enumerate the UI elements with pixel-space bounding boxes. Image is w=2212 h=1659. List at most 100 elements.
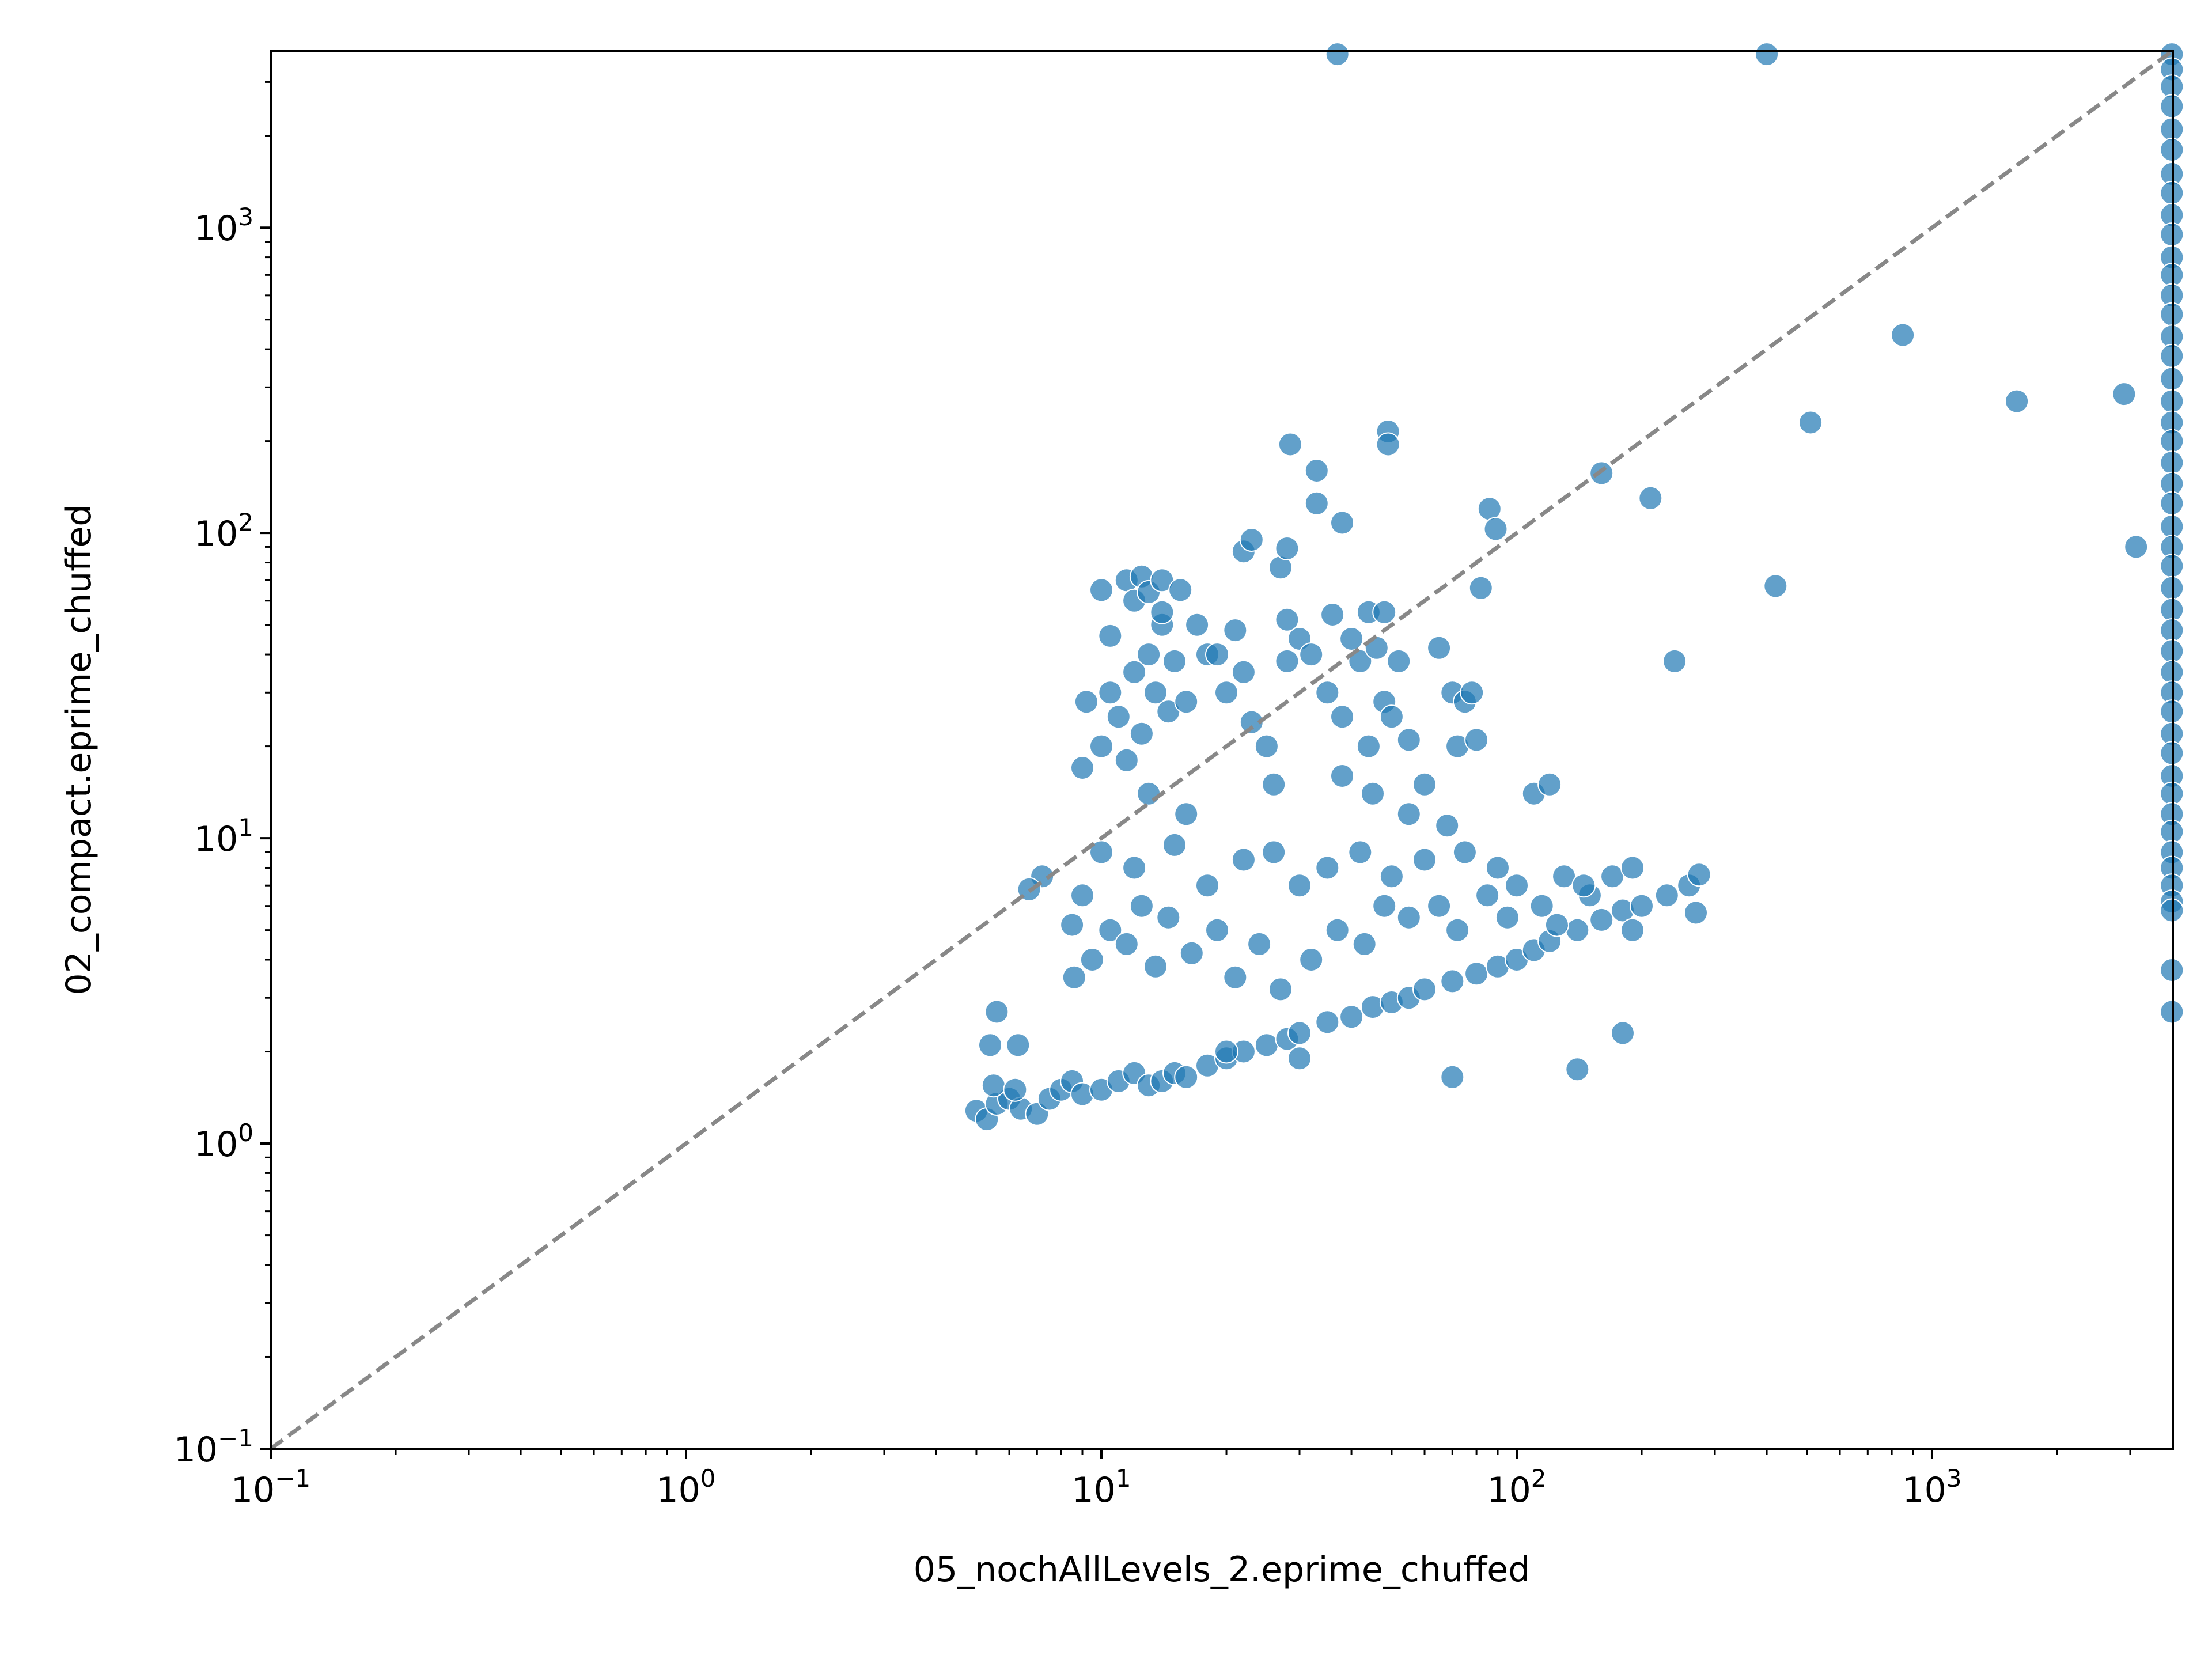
data-point — [1654, 883, 1679, 908]
data-point — [1537, 772, 1562, 797]
data-point — [981, 1073, 1006, 1098]
data-point — [1223, 965, 1248, 990]
data-point — [1278, 432, 1302, 457]
x-axis-ticks: 10−1 100 101 102 103 — [231, 1449, 2131, 1510]
data-point — [1185, 612, 1210, 637]
data-point — [1315, 1010, 1340, 1035]
y-tick-label: 103 — [194, 203, 253, 249]
data-point — [1798, 410, 1823, 435]
data-point — [1275, 607, 1300, 632]
data-point — [1205, 918, 1229, 942]
data-point — [1098, 623, 1123, 648]
data-point — [1162, 649, 1187, 673]
data-point — [1247, 931, 1272, 956]
data-point — [1275, 649, 1300, 673]
data-point — [1179, 941, 1204, 965]
data-point — [1330, 704, 1354, 729]
data-point — [1060, 912, 1085, 937]
data-point — [1372, 893, 1397, 918]
y-tick-label: 101 — [194, 813, 253, 859]
data-point — [1080, 948, 1104, 972]
data-point — [1412, 977, 1437, 1002]
data-point — [1412, 772, 1437, 797]
data-point — [1396, 728, 1421, 752]
data-point — [1239, 710, 1264, 734]
data-point — [1062, 965, 1086, 990]
y-tick-label: 100 — [194, 1119, 253, 1165]
data-point — [1379, 864, 1404, 889]
data-point — [1495, 905, 1520, 930]
data-point — [1262, 840, 1286, 865]
data-point — [1299, 642, 1324, 667]
data-point — [1254, 734, 1279, 759]
data-point — [1486, 855, 1510, 880]
data-point — [1348, 649, 1373, 673]
data-point — [1565, 918, 1590, 942]
data-point — [1376, 432, 1400, 457]
data-point — [1070, 883, 1094, 908]
data-point — [1006, 1033, 1031, 1058]
data-point — [1396, 802, 1421, 827]
data-point — [1098, 680, 1123, 705]
data-point — [1483, 517, 1508, 541]
data-point — [1287, 873, 1312, 898]
data-point — [1505, 873, 1529, 898]
data-point — [1589, 461, 1614, 486]
x-tick-label: 103 — [1902, 1464, 1961, 1510]
data-point — [1231, 847, 1256, 872]
data-point — [1891, 323, 1915, 347]
data-point — [1070, 756, 1094, 780]
x-axis-label: 05_nochAllLevels_2.eprime_chuffed — [914, 1550, 1530, 1590]
data-point — [1445, 918, 1470, 942]
data-point — [1687, 862, 1711, 887]
x-tick-label: 101 — [1071, 1464, 1131, 1510]
data-point — [1325, 42, 1350, 67]
data-point — [1565, 1057, 1590, 1082]
data-point — [2124, 535, 2149, 559]
data-points — [964, 42, 2184, 1132]
data-point — [1214, 1039, 1238, 1064]
data-point — [1089, 734, 1113, 759]
data-point — [1477, 497, 1502, 521]
data-point — [1129, 893, 1154, 918]
data-point — [1304, 459, 1329, 483]
data-point — [1143, 954, 1168, 979]
data-point — [1275, 536, 1300, 560]
data-point — [1544, 912, 1569, 937]
data-point — [1396, 905, 1421, 930]
data-point — [1356, 734, 1381, 759]
data-point — [1468, 575, 1493, 600]
data-point — [1662, 649, 1687, 673]
y-tick-label: 102 — [194, 508, 253, 554]
data-point — [1114, 748, 1139, 772]
data-point — [1156, 905, 1181, 930]
data-point — [1620, 918, 1645, 942]
y-axis-label: 02_compact.eprime_chuffed — [59, 504, 99, 995]
data-point — [1352, 931, 1377, 956]
data-point — [1098, 918, 1123, 942]
data-point — [1571, 873, 1596, 898]
data-point — [1174, 690, 1199, 714]
data-point — [1320, 603, 1345, 627]
data-point — [1339, 627, 1364, 651]
x-tick-label: 102 — [1487, 1464, 1546, 1510]
data-point — [1552, 864, 1577, 889]
data-point — [1361, 781, 1385, 806]
data-point — [1239, 528, 1264, 552]
data-point — [1074, 690, 1099, 714]
data-point — [1114, 931, 1139, 956]
data-point — [1630, 893, 1654, 918]
data-point — [1452, 840, 1477, 865]
data-point — [1231, 660, 1256, 684]
data-point — [1137, 781, 1161, 806]
data-point — [1325, 918, 1350, 942]
data-point — [1460, 680, 1484, 705]
data-point — [1143, 680, 1168, 705]
data-point — [1330, 764, 1354, 788]
data-point — [984, 999, 1009, 1024]
data-point — [1106, 704, 1131, 729]
data-point — [1475, 883, 1500, 908]
data-point — [1150, 600, 1175, 624]
data-point — [1440, 969, 1465, 994]
data-point — [1427, 893, 1452, 918]
